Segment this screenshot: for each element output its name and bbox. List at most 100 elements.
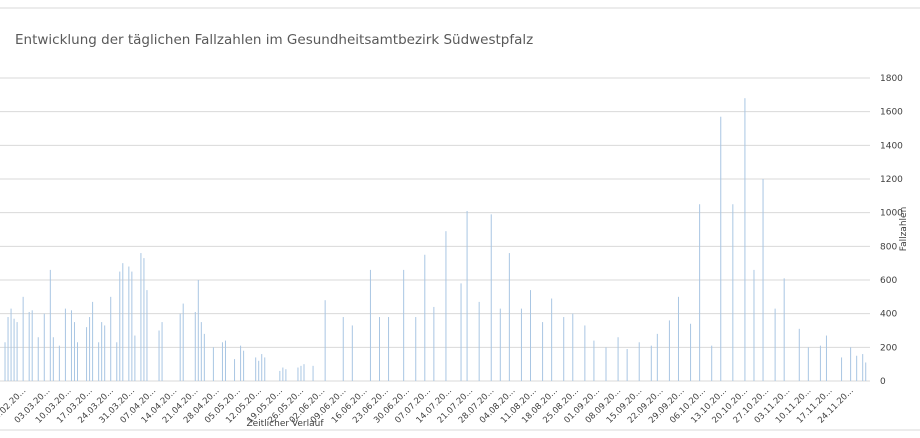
bar — [572, 313, 574, 381]
bar — [70, 310, 72, 381]
bar — [77, 342, 78, 381]
bar — [104, 325, 106, 381]
bar — [22, 296, 24, 381]
bar — [110, 296, 112, 381]
bar — [744, 98, 746, 381]
bar — [64, 308, 66, 381]
bar — [282, 367, 284, 381]
bar — [626, 349, 628, 381]
bar — [324, 300, 326, 381]
x-axis-title: Zeitlicher Verlauf — [246, 419, 324, 429]
y-tick-label: 600 — [880, 276, 897, 286]
bar — [122, 263, 124, 381]
bar — [699, 204, 701, 381]
bar — [128, 266, 130, 381]
bar — [13, 318, 15, 381]
bar — [677, 296, 679, 381]
y-tick-label: 1400 — [880, 141, 903, 151]
bar — [92, 301, 94, 381]
bar — [16, 322, 18, 381]
bar — [258, 360, 260, 381]
bar — [116, 342, 118, 381]
bar — [825, 335, 827, 381]
bar — [668, 320, 670, 381]
bar — [508, 253, 510, 381]
bar — [617, 337, 619, 381]
bar — [466, 210, 468, 381]
bar — [146, 290, 148, 381]
bar — [98, 342, 100, 381]
bar — [865, 362, 867, 381]
bar — [478, 301, 480, 381]
bar — [530, 290, 531, 381]
bar — [656, 333, 658, 381]
bar — [224, 340, 226, 381]
bar — [638, 342, 640, 381]
bar — [119, 271, 121, 381]
bar — [73, 322, 75, 381]
bar — [783, 278, 785, 381]
bar — [264, 357, 266, 381]
bar — [300, 365, 302, 381]
bar — [52, 337, 54, 381]
bar — [774, 308, 776, 381]
bar — [285, 369, 287, 381]
y-tick-label: 1600 — [880, 108, 903, 118]
bar — [856, 355, 858, 381]
bar — [134, 335, 136, 381]
bar — [203, 333, 205, 381]
bar — [197, 280, 199, 381]
bar — [490, 214, 492, 381]
bar — [158, 330, 160, 381]
bar — [650, 345, 652, 381]
bar — [351, 325, 353, 381]
bar — [312, 365, 314, 381]
bar — [520, 308, 522, 381]
bar — [221, 342, 223, 381]
bar — [86, 327, 88, 381]
bar — [194, 311, 196, 381]
bar — [499, 308, 501, 381]
bar — [460, 283, 462, 381]
bar — [49, 269, 51, 381]
y-tick-label: 800 — [880, 242, 897, 252]
bar — [841, 357, 843, 381]
y-tick-label: 1800 — [880, 74, 903, 84]
bar — [762, 179, 764, 381]
bar — [212, 347, 214, 381]
bar — [4, 342, 6, 381]
y-tick-label: 200 — [880, 343, 897, 353]
bar — [303, 364, 305, 381]
y-tick-label: 0 — [880, 377, 886, 387]
bar — [732, 204, 734, 381]
bar — [255, 357, 257, 381]
bar — [711, 345, 713, 381]
bar — [28, 311, 30, 381]
bar — [182, 303, 184, 381]
y-axis-title: Fallzahlen — [899, 207, 909, 252]
y-tick-label: 400 — [880, 310, 897, 320]
bar — [140, 253, 142, 381]
chart-title: Entwicklung der täglichen Fallzahlen im … — [15, 32, 533, 48]
bar — [7, 317, 9, 381]
bar — [58, 345, 60, 381]
bar — [43, 313, 45, 381]
bar — [379, 317, 380, 381]
bar — [584, 325, 586, 381]
y-tick-label: 1200 — [880, 175, 903, 185]
bar — [243, 350, 245, 381]
bar — [369, 269, 371, 381]
bar — [101, 322, 103, 381]
bar — [798, 328, 800, 381]
bar — [10, 308, 12, 381]
bar — [297, 367, 299, 381]
bar — [143, 258, 145, 381]
bar — [424, 254, 426, 381]
bar — [563, 317, 565, 381]
bar — [551, 298, 553, 381]
bar — [593, 340, 595, 381]
bar — [542, 322, 544, 381]
bar — [234, 359, 236, 381]
